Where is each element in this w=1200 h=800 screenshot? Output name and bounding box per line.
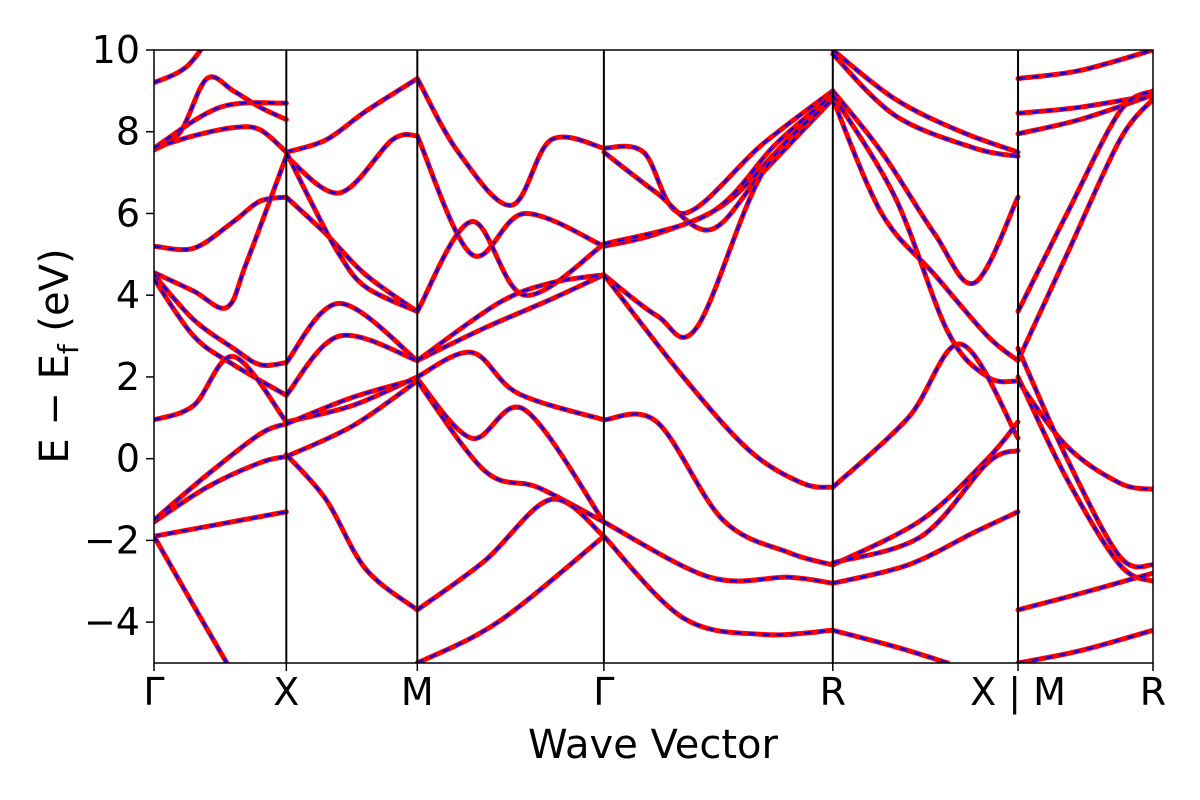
band-line-59-dashed [1016,347,1153,569]
band-line-57-dashed [1016,376,1153,583]
band-line-58-dashed [1017,380,1153,491]
band-line-43-dashed [831,53,1019,158]
plot-frame [153,49,1154,664]
band-line-48-dashed [832,421,1019,567]
y-axis-label-subscript: f [52,343,85,354]
y-tick-label: 4 [116,273,140,317]
y-axis-label-main: E − E [32,354,78,464]
x-axis-ticks: Γ X M Γ R X | M R [143,663,1166,715]
band-line-55-dashed [1016,89,1153,313]
band-line-50-dashed [832,510,1019,585]
band-line-52-dashed [1017,50,1153,80]
band-line-31-dashed [416,498,605,611]
band-line-61-dashed [1017,629,1153,663]
band-line-11-dashed [154,510,287,538]
band-line-42-dashed [832,50,1019,154]
band-line-8-dashed [154,355,288,423]
band-line-13-dashed [285,77,418,154]
band-line-20-dashed [285,377,418,426]
band-line-37-dashed [603,98,834,339]
y-axis-label-unit: (eV) [32,248,78,344]
x-tick-label: X | M [970,670,1066,715]
band-line-7-dashed [154,278,287,397]
y-tick-label: 6 [116,191,140,235]
band-lines [154,50,1153,663]
band-line-14-dashed [285,133,418,195]
band-line-17-dashed [285,302,419,364]
y-tick-label: 10 [92,28,140,72]
x-tick-label: R [820,670,846,714]
band-line-22-dashed [285,453,419,611]
band-line-39-dashed [603,412,834,567]
high-symmetry-lines [285,50,1020,663]
band-line-27-dashed [416,273,605,362]
band-line-40-dashed [603,520,833,585]
band-line-38-dashed [602,274,833,489]
band-line-26-dashed [416,273,605,362]
band-line-53-dashed [1017,93,1153,115]
band-line-2-dashed [154,125,288,154]
x-tick-label: Γ [593,670,614,714]
band-line-18-dashed [285,334,418,397]
band-line-23-solid [414,76,607,208]
band-line-9-dashed [154,455,287,524]
band-line-46-solid [830,92,1021,385]
band-line-47-dashed [831,342,1020,489]
band-line-25-solid [414,219,607,314]
band-line-49-dashed [832,449,1019,565]
band-line-16-dashed [285,151,418,313]
band-line-12-dashed [154,535,228,663]
x-tick-label: Γ [143,670,164,714]
band-line-54-dashed [1017,93,1153,136]
band-line-1-dashed [154,75,287,152]
y-axis-label: E − Ef (eV) [32,248,85,463]
band-line-3-dashed [154,101,287,150]
y-tick-label: −2 [84,518,140,562]
band-line-32-dashed [416,535,605,663]
band-line-29-dashed [416,378,605,523]
band-line-44-dashed [831,90,1020,285]
band-line-6-solid [154,272,289,368]
band-line-5-dashed [154,155,288,310]
band-line-34-dashed [603,98,834,232]
band-line-0-solid [154,50,204,86]
band-line-51-solid [830,627,951,663]
y-tick-label: 8 [116,110,140,154]
band-line-30-dashed [416,380,605,524]
band-line-10-dashed [154,422,287,521]
x-axis-label: Wave Vector [528,722,779,768]
x-tick-label: X [273,670,299,714]
band-line-45-dashed [831,98,1019,362]
y-tick-label: 0 [116,437,140,481]
y-axis-ticks: −4 −2 0 2 4 6 8 10 [84,28,154,644]
band-line-60-dashed [1017,571,1153,612]
x-tick-label: M [401,670,434,714]
band-line-21-dashed [285,379,419,458]
band-line-56-dashed [1016,98,1153,362]
band-line-33-dashed [603,89,834,215]
band-line-28-dashed [416,351,605,421]
band-line-36-dashed [603,94,834,246]
band-line-15-dashed [285,196,419,313]
band-line-41-dashed [603,535,833,637]
y-tick-label: 2 [116,355,140,399]
x-tick-label: R [1140,670,1166,714]
y-tick-label: −4 [84,600,140,644]
